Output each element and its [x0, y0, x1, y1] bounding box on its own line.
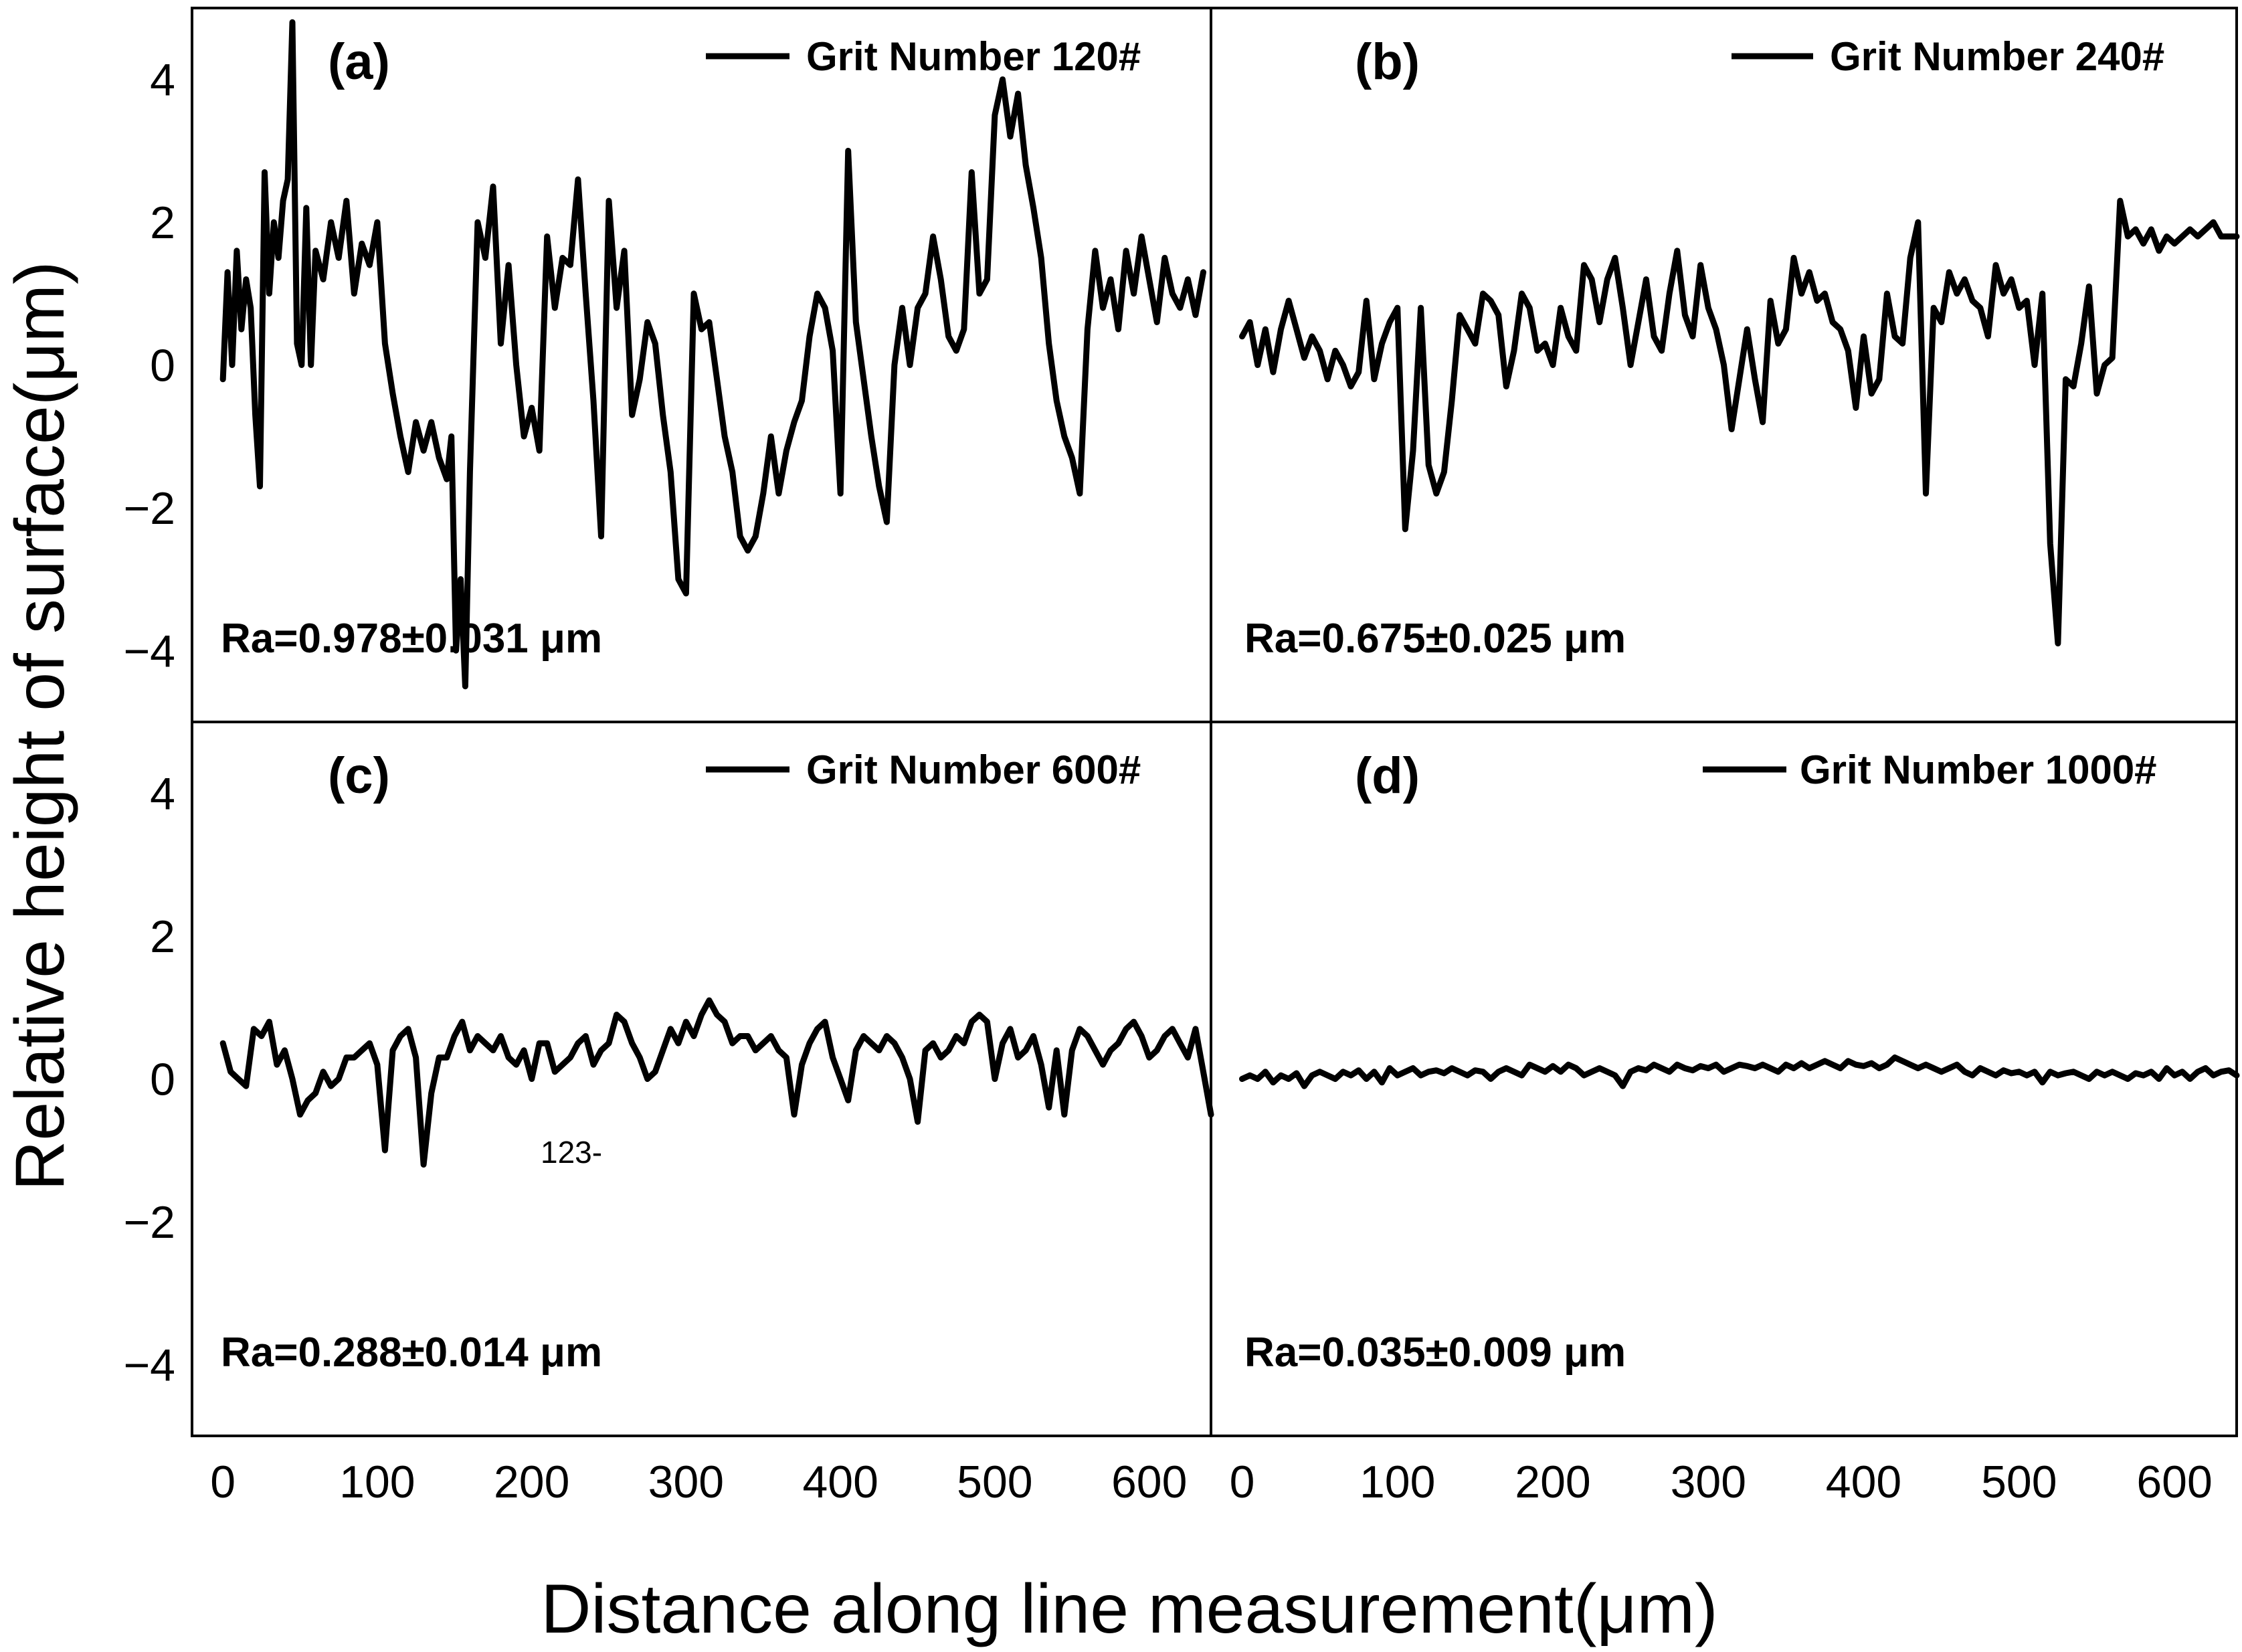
x-tick-label: 100 — [339, 1457, 415, 1507]
y-tick-label: 4 — [150, 55, 175, 106]
y-tick-label: −4 — [123, 626, 175, 676]
x-tick-label: 300 — [1671, 1457, 1746, 1507]
x-tick-label: 300 — [648, 1457, 724, 1507]
x-tick-label: 0 — [210, 1457, 236, 1507]
panel-b: (b) Grit Number 240# Ra=0.675±0.025 μm — [1210, 7, 2240, 723]
panel-c-legend-text: Grit Number 600# — [806, 747, 1141, 792]
panel-b-label: (b) — [1355, 33, 1420, 90]
panel-d-legend-text: Grit Number 1000# — [1800, 747, 2157, 792]
y-tick-labels-top: −4 −2 0 2 4 — [123, 55, 175, 677]
x-tick-label: 100 — [1360, 1457, 1435, 1507]
x-tick-label: 500 — [1981, 1457, 2057, 1507]
stray-label: 123- — [541, 1135, 602, 1170]
panel-d-ra-annotation: Ra=0.035±0.009 μm — [1244, 1329, 1626, 1376]
panel-a-series-line — [219, 19, 1206, 690]
panel-b-series-layer — [1239, 197, 2240, 647]
x-tick-label: 400 — [802, 1457, 878, 1507]
y-tick-labels-bottom: −4 −2 0 2 4 — [123, 769, 175, 1391]
x-tick-label: 200 — [494, 1457, 569, 1507]
y-axis-title: Relative height of surface(μm) — [1, 261, 79, 1190]
panel-c-series-layer — [219, 997, 1214, 1168]
panel-d-label: (d) — [1355, 747, 1420, 804]
panel-d-series-layer — [1239, 1054, 2240, 1089]
panel-c-label: (c) — [328, 747, 390, 804]
x-axis-title: Distance along line measurement(μm) — [541, 1570, 1717, 1648]
x-tick-label: 0 — [1230, 1457, 1255, 1507]
panel-c-series-line — [219, 997, 1214, 1168]
x-tick-label: 200 — [1515, 1457, 1590, 1507]
panel-a-label: (a) — [328, 33, 390, 90]
x-tick-label: 500 — [957, 1457, 1032, 1507]
y-tick-label: −2 — [123, 483, 175, 534]
y-tick-label: 2 — [150, 197, 175, 248]
panel-b-legend-text: Grit Number 240# — [1830, 34, 2164, 79]
panel-a-frame — [191, 7, 1212, 723]
y-tick-label: 4 — [150, 769, 175, 820]
panel-a-ra-annotation: Ra=0.978±0.031 μm — [221, 616, 602, 662]
panel-c: (c) Grit Number 600# Ra=0.288±0.014 μm 1… — [191, 721, 1214, 1437]
panel-d-series-line — [1239, 1054, 2240, 1089]
y-tick-label: 0 — [150, 1054, 175, 1105]
x-tick-label: 600 — [1111, 1457, 1187, 1507]
x-tick-label: 600 — [2136, 1457, 2212, 1507]
y-tick-label: −2 — [123, 1197, 175, 1248]
panel-d-frame — [1210, 721, 2238, 1437]
panel-a-series-layer — [219, 19, 1206, 690]
panel-d: (d) Grit Number 1000# Ra=0.035±0.009 μm — [1210, 721, 2240, 1437]
panel-c-ra-annotation: Ra=0.288±0.014 μm — [221, 1329, 602, 1376]
panel-a: (a) Grit Number 120# Ra=0.978±0.031 μm — [191, 7, 1212, 723]
panel-b-ra-annotation: Ra=0.675±0.025 μm — [1244, 616, 1626, 662]
panel-a-legend-text: Grit Number 120# — [806, 34, 1141, 79]
y-tick-label: −4 — [123, 1340, 175, 1390]
y-tick-label: 0 — [150, 341, 175, 391]
y-tick-label: 2 — [150, 911, 175, 962]
x-tick-labels-left: 0 100 200 300 400 500 600 — [210, 1457, 1187, 1507]
x-tick-labels-right: 0 100 200 300 400 500 600 — [1230, 1457, 2213, 1507]
x-tick-label: 400 — [1826, 1457, 1901, 1507]
panel-b-series-line — [1239, 197, 2240, 647]
